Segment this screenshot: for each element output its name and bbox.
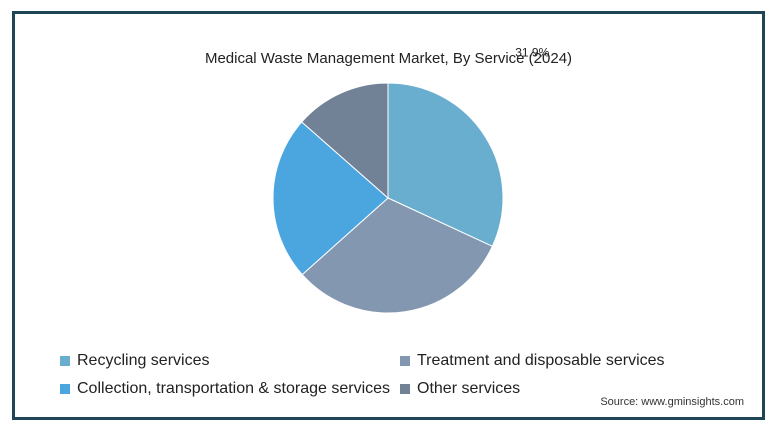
pie-slice-1 <box>387 82 504 247</box>
chart-frame: Medical Waste Management Market, By Serv… <box>12 11 765 420</box>
pie-chart: 31.9% <box>272 46 550 314</box>
pie-slice-4 <box>301 82 389 200</box>
pie-slice-2 <box>301 197 494 314</box>
chart-title: Medical Waste Management Market, By Serv… <box>204 50 573 67</box>
data-label-1: 31.9% <box>515 46 549 60</box>
pie-slice-3 <box>272 121 389 276</box>
source-note: Source: www.gminsights.com <box>600 396 744 408</box>
